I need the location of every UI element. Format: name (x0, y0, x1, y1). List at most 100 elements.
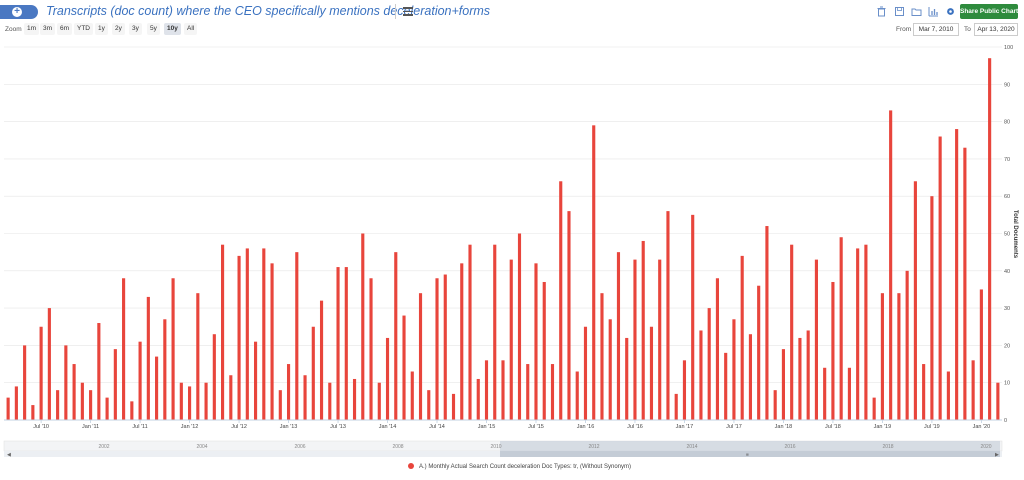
bar[interactable] (979, 289, 983, 420)
bar[interactable] (204, 382, 208, 420)
bar[interactable] (460, 263, 464, 420)
bar[interactable] (188, 386, 192, 420)
bar[interactable] (295, 252, 299, 420)
range-from-input[interactable]: Mar 7, 2010 (913, 23, 959, 36)
bar[interactable] (897, 293, 901, 420)
bar[interactable] (798, 337, 802, 420)
trash-icon[interactable] (876, 6, 887, 17)
bar[interactable] (575, 371, 579, 420)
legend[interactable]: A.) Monthly Actual Search Count decelera… (408, 463, 631, 470)
bar[interactable] (418, 293, 423, 420)
bar[interactable] (781, 349, 785, 420)
bar[interactable] (493, 244, 497, 420)
scrollbar-grip-icon[interactable]: ≡ (746, 453, 749, 459)
zoom-10y[interactable]: 10y (164, 23, 181, 35)
bar[interactable] (163, 319, 167, 420)
bar[interactable] (814, 259, 818, 420)
bar[interactable] (138, 341, 142, 420)
bar[interactable] (105, 397, 109, 420)
folder-icon[interactable] (911, 6, 922, 17)
bar[interactable] (221, 244, 225, 420)
bar[interactable] (831, 281, 835, 420)
bar[interactable] (856, 248, 860, 420)
bar[interactable] (526, 364, 530, 420)
zoom-1m[interactable]: 1m (24, 23, 40, 35)
bar[interactable] (155, 356, 159, 420)
bar[interactable] (468, 244, 472, 420)
bar[interactable] (286, 364, 291, 420)
bar[interactable] (806, 330, 810, 420)
bar[interactable] (328, 382, 332, 420)
bar[interactable] (715, 278, 720, 420)
bar[interactable] (484, 360, 489, 420)
bar[interactable] (319, 300, 324, 420)
bar[interactable] (691, 214, 695, 420)
bar[interactable] (130, 401, 134, 420)
bar[interactable] (633, 259, 637, 420)
hamburger-menu-icon[interactable] (403, 7, 413, 16)
zoom-1y[interactable]: 1y (95, 23, 108, 35)
bar[interactable] (245, 248, 249, 420)
bar[interactable] (583, 326, 588, 420)
bar[interactable] (443, 274, 447, 420)
bar[interactable] (988, 58, 992, 420)
gear-icon[interactable] (945, 6, 956, 17)
bar[interactable] (451, 393, 456, 420)
bar[interactable] (509, 259, 513, 420)
zoom-3m[interactable]: 3m (40, 23, 56, 35)
bar[interactable] (823, 367, 827, 420)
zoom-6m[interactable]: 6m (57, 23, 73, 35)
bar[interactable] (938, 136, 942, 420)
bar[interactable] (550, 364, 555, 420)
bar[interactable] (534, 263, 538, 420)
zoom-ytd[interactable]: YTD (74, 23, 93, 35)
bar[interactable] (773, 390, 777, 420)
bar[interactable] (641, 240, 645, 420)
bar[interactable] (658, 259, 662, 420)
zoom-all[interactable]: All (184, 23, 198, 35)
bar[interactable] (6, 397, 10, 420)
bar[interactable] (765, 226, 769, 420)
bar[interactable] (748, 334, 753, 420)
bar[interactable] (790, 244, 794, 420)
bar[interactable] (757, 285, 761, 420)
bar[interactable] (517, 233, 522, 421)
bar[interactable] (922, 364, 926, 420)
navigator-selected-range[interactable] (500, 441, 1000, 451)
bar[interactable] (72, 364, 76, 420)
bar[interactable] (625, 337, 629, 420)
save-icon[interactable] (894, 6, 905, 17)
bar[interactable] (616, 252, 621, 420)
bar[interactable] (567, 211, 571, 420)
bar[interactable] (592, 125, 596, 420)
bar[interactable] (303, 375, 307, 420)
bar[interactable] (963, 147, 967, 420)
bar[interactable] (427, 390, 431, 420)
bar[interactable] (171, 278, 175, 420)
bar[interactable] (666, 211, 670, 420)
bar[interactable] (253, 341, 258, 420)
bar[interactable] (113, 349, 117, 420)
bar[interactable] (311, 326, 315, 420)
bar[interactable] (64, 345, 68, 420)
bar[interactable] (212, 334, 216, 420)
bar[interactable] (14, 386, 18, 420)
bar[interactable] (89, 390, 93, 420)
bar[interactable] (237, 255, 241, 420)
bar[interactable] (80, 382, 84, 420)
zoom-3y[interactable]: 3y (129, 23, 142, 35)
bar[interactable] (732, 319, 736, 420)
bar[interactable] (229, 375, 233, 420)
bar-chart-icon[interactable] (928, 6, 939, 17)
bar[interactable] (146, 296, 150, 420)
bar[interactable] (955, 129, 959, 420)
navigator-scrollbar-thumb[interactable] (500, 451, 1000, 457)
zoom-2y[interactable]: 2y (112, 23, 125, 35)
bar[interactable] (740, 255, 744, 420)
bar[interactable] (905, 270, 909, 420)
scroll-left-icon[interactable]: ◀ (7, 452, 11, 458)
bar[interactable] (122, 278, 126, 420)
bar[interactable] (352, 378, 357, 420)
bar[interactable] (402, 315, 406, 420)
bar[interactable] (476, 378, 480, 420)
